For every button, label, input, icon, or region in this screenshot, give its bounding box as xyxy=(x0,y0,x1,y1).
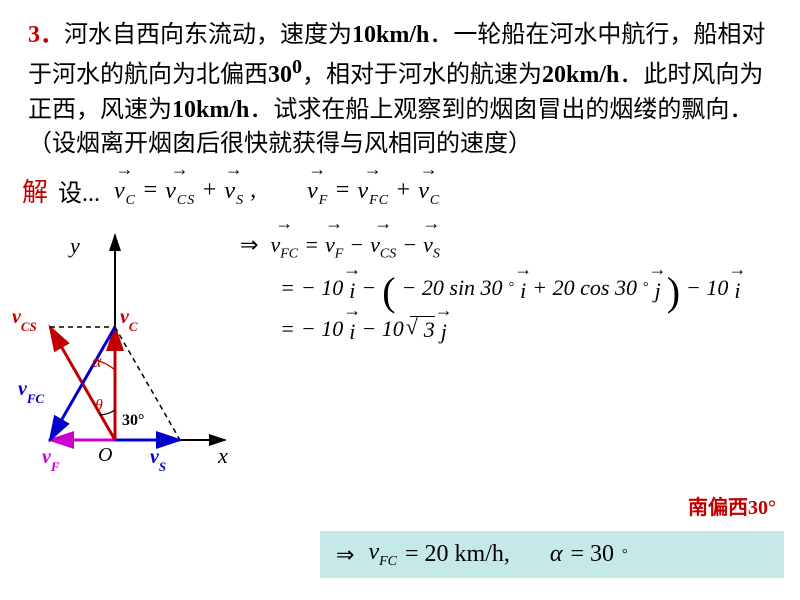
vector-diagram: y x O vCS vC vFC vF vS α θ 30° xyxy=(0,215,240,475)
svg-text:vFC: vFC xyxy=(18,378,45,406)
derivation-line-3: = − 10i − 10 3 j xyxy=(280,314,800,345)
she-label: 设... xyxy=(58,173,100,208)
answer-direction-note: 南偏西30° xyxy=(688,491,776,520)
svg-text:y: y xyxy=(68,233,80,258)
svg-text:O: O xyxy=(98,444,112,466)
svg-text:vCS: vCS xyxy=(12,306,37,334)
svg-text:x: x xyxy=(217,443,228,468)
solution-label: 解 xyxy=(22,172,48,209)
result-box: ⇒ vFC = 20 km/h, α = 30° xyxy=(320,531,784,578)
solution-line-1: 解 设... vC = vCS + vS , vF = vFC + vC xyxy=(0,170,800,215)
svg-text:θ: θ xyxy=(95,397,103,414)
problem-number: 3． xyxy=(28,22,64,48)
problem-statement: 3．河水自西向东流动，速度为10km/h．一轮船在河水中航行，船相对于河水的航向… xyxy=(0,0,800,170)
svg-text:vF: vF xyxy=(42,446,60,474)
math-derivation: ⇒ vFC = vF − vCS − vS = − 10i − ( − 20 s… xyxy=(240,215,800,354)
svg-text:α: α xyxy=(92,351,102,371)
equation-vc: vC = vCS + vS , xyxy=(114,173,257,209)
svg-text:30°: 30° xyxy=(122,412,144,429)
svg-text:vS: vS xyxy=(150,446,166,474)
svg-text:vC: vC xyxy=(120,306,138,334)
equation-vf: vF = vFC + vC xyxy=(307,173,440,209)
derivation-line-1: ⇒ vFC = vF − vCS − vS xyxy=(240,227,800,262)
